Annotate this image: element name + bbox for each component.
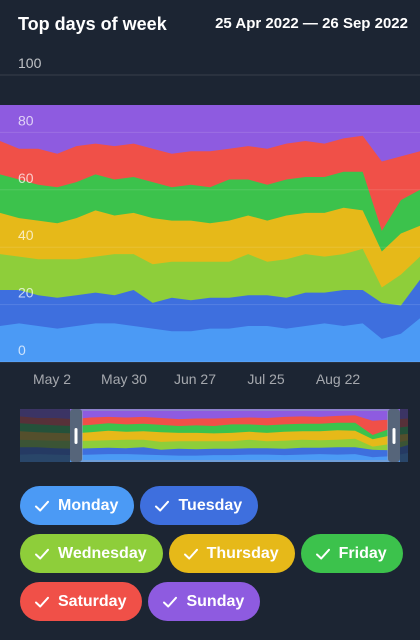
y-tick-label: 0 bbox=[18, 342, 26, 358]
y-tick-label: 60 bbox=[18, 170, 34, 186]
header: Top days of week 25 Apr 2022 — 26 Sep 20… bbox=[0, 0, 420, 48]
check-icon bbox=[183, 548, 198, 559]
navigator-area-monday bbox=[20, 453, 408, 462]
y-tick-label: 40 bbox=[18, 227, 34, 243]
x-tick-label: May 2 bbox=[33, 371, 71, 387]
legend: Monday Tuesday Wednesday Thursday Friday Satu… bbox=[20, 486, 410, 630]
y-tick-label: 80 bbox=[18, 112, 34, 128]
check-icon bbox=[315, 548, 330, 559]
legend-toggle-saturday[interactable]: Saturday bbox=[20, 582, 143, 621]
x-tick-label: Aug 22 bbox=[316, 371, 361, 387]
x-tick-label: Jun 27 bbox=[174, 371, 216, 387]
x-tick-label: Jul 25 bbox=[247, 371, 285, 387]
main-area-monday bbox=[0, 318, 420, 362]
legend-toggle-friday[interactable]: Friday bbox=[300, 534, 403, 573]
check-icon bbox=[35, 500, 49, 511]
legend-toggle-wednesday[interactable]: Wednesday bbox=[20, 534, 163, 573]
legend-label: Saturday bbox=[58, 592, 127, 610]
check-icon bbox=[163, 596, 178, 607]
legend-label: Monday bbox=[58, 496, 119, 514]
check-icon bbox=[155, 500, 170, 511]
legend-toggle-thursday[interactable]: Thursday bbox=[168, 534, 295, 573]
range-navigator[interactable] bbox=[0, 400, 420, 470]
legend-label: Sunday bbox=[186, 592, 245, 610]
legend-toggle-tuesday[interactable]: Tuesday bbox=[140, 486, 259, 525]
x-tick-label: May 30 bbox=[101, 371, 147, 387]
chart-title: Top days of week bbox=[18, 14, 167, 34]
y-tick-label: 100 bbox=[18, 55, 42, 71]
y-tick-label: 20 bbox=[18, 285, 34, 301]
legend-toggle-sunday[interactable]: Sunday bbox=[148, 582, 261, 621]
legend-toggle-monday[interactable]: Monday bbox=[20, 486, 135, 525]
legend-label: Tuesday bbox=[178, 496, 243, 514]
navigator-mask-left bbox=[20, 409, 70, 462]
legend-label: Wednesday bbox=[58, 544, 147, 562]
navigator-handle-right[interactable] bbox=[388, 409, 400, 462]
check-icon bbox=[35, 596, 49, 607]
check-icon bbox=[35, 548, 49, 559]
legend-label: Thursday bbox=[206, 544, 279, 562]
date-range: 25 Apr 2022 — 26 Sep 2022 bbox=[215, 15, 408, 32]
navigator-mask-right bbox=[400, 409, 408, 462]
legend-label: Friday bbox=[338, 544, 387, 562]
navigator-handle-left[interactable] bbox=[70, 409, 82, 462]
main-chart: 0 20 40 60 80 100 May 2 May 30 Jun 27 Jul 25 Aug 2… bbox=[0, 55, 420, 387]
